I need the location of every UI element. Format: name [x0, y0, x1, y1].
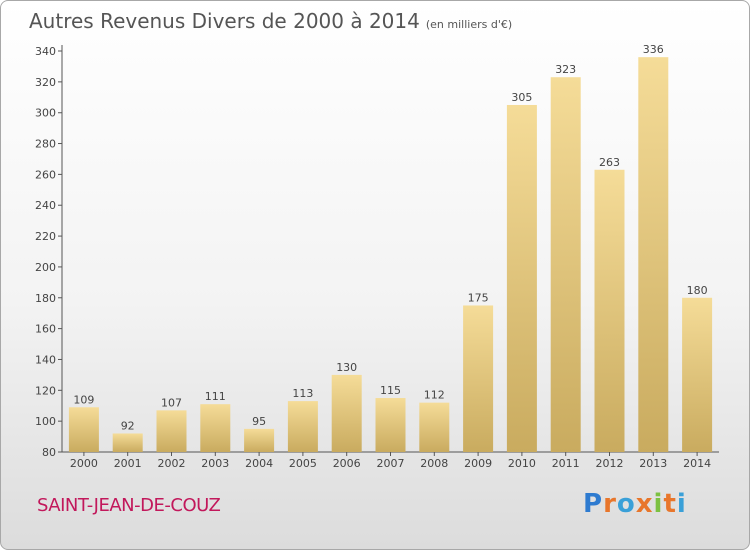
x-tick-label-2003: 2003 [201, 457, 229, 470]
bar-2014 [682, 297, 713, 452]
value-label-2014: 180 [687, 284, 708, 297]
y-tick-label: 200 [35, 261, 56, 274]
bar-2012 [594, 169, 625, 452]
logo-letter: x [635, 489, 654, 519]
logo-letter: t [663, 489, 677, 519]
x-tick-label-2009: 2009 [464, 457, 492, 470]
logo-letter: r [603, 489, 617, 519]
value-label-2000: 109 [73, 393, 94, 406]
x-tick-label-2011: 2011 [552, 457, 580, 470]
bar-2001 [112, 433, 143, 452]
x-tick-label-2013: 2013 [639, 457, 667, 470]
bar-2007 [375, 398, 406, 452]
bar-2008 [419, 402, 450, 452]
bar-2003 [200, 404, 231, 452]
bar-2013 [638, 57, 669, 453]
bar-2006 [331, 374, 362, 452]
bar-2011 [550, 77, 581, 452]
y-tick-label: 220 [35, 230, 56, 243]
value-label-2006: 130 [336, 361, 357, 374]
y-tick-label: 280 [35, 138, 56, 151]
bar-2009 [463, 305, 494, 452]
logo-letter: o [616, 489, 636, 519]
chart-title: Autres Revenus Divers de 2000 à 2014 (en … [29, 9, 512, 33]
y-tick-label: 340 [35, 45, 56, 58]
bar-2002 [156, 410, 187, 452]
x-tick-label-2005: 2005 [289, 457, 317, 470]
x-tick-label-2007: 2007 [377, 457, 405, 470]
value-label-2010: 305 [511, 91, 532, 104]
chart-subtitle: (en milliers d'€) [425, 18, 513, 31]
y-tick-label: 160 [35, 323, 56, 336]
bar-2000 [68, 407, 99, 452]
x-tick-label-2008: 2008 [420, 457, 448, 470]
value-label-2012: 263 [599, 156, 620, 169]
y-tick-label: 320 [35, 76, 56, 89]
x-tick-label-2002: 2002 [158, 457, 186, 470]
value-label-2001: 92 [121, 419, 135, 432]
value-label-2002: 107 [161, 396, 182, 409]
x-tick-label-2014: 2014 [683, 457, 711, 470]
y-tick-label: 80 [42, 446, 56, 459]
bar-2004 [244, 428, 275, 452]
y-tick-label: 120 [35, 384, 56, 397]
x-tick-label-2010: 2010 [508, 457, 536, 470]
y-tick-label: 260 [35, 168, 56, 181]
value-label-2003: 111 [205, 390, 226, 403]
y-tick-label: 300 [35, 107, 56, 120]
x-tick-label-2006: 2006 [333, 457, 361, 470]
x-tick-label-2012: 2012 [596, 457, 624, 470]
x-tick-label-2001: 2001 [114, 457, 142, 470]
bar-2005 [287, 401, 318, 452]
value-label-2008: 112 [424, 389, 445, 402]
logo-letter: i [676, 489, 687, 519]
y-tick-label: 100 [35, 415, 56, 428]
bars [68, 57, 713, 453]
title-text: Autres Revenus Divers de 2000 à 2014 [29, 9, 420, 33]
commune-name: SAINT-JEAN-DE-COUZ [37, 495, 221, 516]
logo-letter: P [583, 489, 604, 519]
bar-2010 [506, 104, 537, 452]
value-label-2009: 175 [468, 291, 489, 304]
x-tick-label-2000: 2000 [70, 457, 98, 470]
logo-letter: i [653, 489, 664, 519]
value-label-2004: 95 [252, 415, 266, 428]
value-label-2005: 113 [292, 387, 313, 400]
x-tick-label-2004: 2004 [245, 457, 273, 470]
proxiti-logo: Proxiti [583, 489, 687, 519]
y-tick-label: 180 [35, 292, 56, 305]
axes: 80 100 120 140 160 180 200 220 240 260 280 300 320 34… [35, 45, 719, 470]
data-labels: 109 92 107 111 95 113 130 115 112 175 305 323 263 336… [73, 43, 707, 432]
value-label-2013: 336 [643, 43, 664, 56]
y-tick-label: 240 [35, 199, 56, 212]
value-label-2007: 115 [380, 384, 401, 397]
value-label-2011: 323 [555, 63, 576, 76]
y-tick-label: 140 [35, 353, 56, 366]
